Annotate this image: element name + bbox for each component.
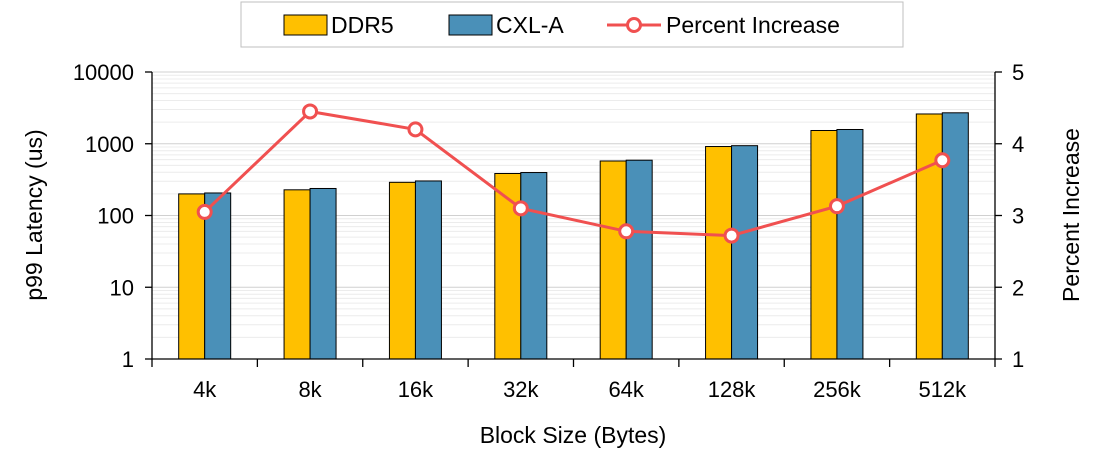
x-tick-label-64k: 64k	[608, 377, 644, 402]
percent-increase-point-512k	[934, 152, 951, 169]
bar-cxl-a-64k	[625, 159, 653, 360]
bar-cxl-a-256k	[836, 128, 864, 360]
legend-swatch-ddr5	[283, 14, 328, 36]
x-tick-label-32k: 32k	[503, 377, 539, 402]
percent-increase-polyline	[203, 109, 943, 238]
y-axis-title: p99 Latency (us)	[21, 129, 47, 300]
y2-axis-title: Percent Increase	[1058, 128, 1084, 302]
x-axis-title: Block Size (Bytes)	[480, 422, 667, 448]
bar-cxl-a-8k	[309, 187, 337, 360]
y2-tick-label: 1	[1012, 347, 1024, 372]
percent-increase-point-4k	[196, 203, 213, 220]
legend: DDR5 CXL-A Percent Increase	[240, 1, 904, 48]
bar-ddr5-4k	[178, 193, 206, 360]
grid-lines	[152, 71, 995, 338]
percent-increase-point-256k	[828, 198, 845, 215]
y2-tick-label: 2	[1012, 275, 1024, 300]
x-tick-label-256k: 256k	[813, 377, 862, 402]
x-tick-label-128k: 128k	[708, 377, 757, 402]
percent-increase-point-8k	[302, 103, 319, 120]
x-tick-label-8k: 8k	[298, 377, 322, 402]
percent-increase-point-32k	[512, 200, 529, 217]
y2-tick-label: 5	[1012, 60, 1024, 85]
tick-labels: 1 10 100 1000 10000 1 2 3 4 5 4k 8k 16k 32k 64k 128k 256…	[73, 60, 1024, 402]
percent-increase-point-64k	[618, 223, 635, 240]
legend-marker-percent-increase	[626, 17, 642, 33]
y-tick-label: 100	[97, 204, 134, 229]
x-tick-label-16k: 16k	[398, 377, 434, 402]
bar-ddr5-128k	[705, 146, 733, 360]
y2-tick-label: 3	[1012, 204, 1024, 229]
y-tick-label: 10	[110, 275, 134, 300]
x-tick-label-4k: 4k	[193, 377, 217, 402]
bars	[178, 112, 969, 360]
legend-label-ddr5: DDR5	[331, 12, 394, 38]
legend-label-cxl-a: CXL-A	[496, 12, 564, 38]
y-tick-label: 10000	[73, 60, 134, 85]
y2-tick-label: 4	[1012, 132, 1024, 157]
bar-ddr5-256k	[810, 129, 838, 360]
y-tick-label: 1	[122, 347, 134, 372]
percent-increase-point-16k	[407, 121, 424, 138]
legend-frame	[240, 1, 904, 48]
bar-cxl-a-16k	[414, 180, 442, 360]
percent-increase-point-128k	[723, 227, 740, 244]
y-tick-label: 1000	[85, 132, 134, 157]
bar-cxl-a-128k	[731, 145, 759, 360]
x-tick-label-512k: 512k	[918, 377, 967, 402]
percent-increase-line	[196, 103, 951, 244]
bar-ddr5-32k	[494, 172, 522, 360]
bar-ddr5-8k	[283, 189, 311, 360]
bar-cxl-a-512k	[941, 112, 969, 360]
axes	[145, 71, 1002, 367]
legend-swatch-cxl-a	[448, 14, 493, 36]
legend-label-percent-increase: Percent Increase	[666, 12, 840, 38]
bar-cxl-a-32k	[520, 172, 548, 360]
bar-ddr5-16k	[388, 181, 416, 360]
bar-ddr5-64k	[599, 160, 627, 360]
bar-ddr5-512k	[915, 113, 943, 360]
